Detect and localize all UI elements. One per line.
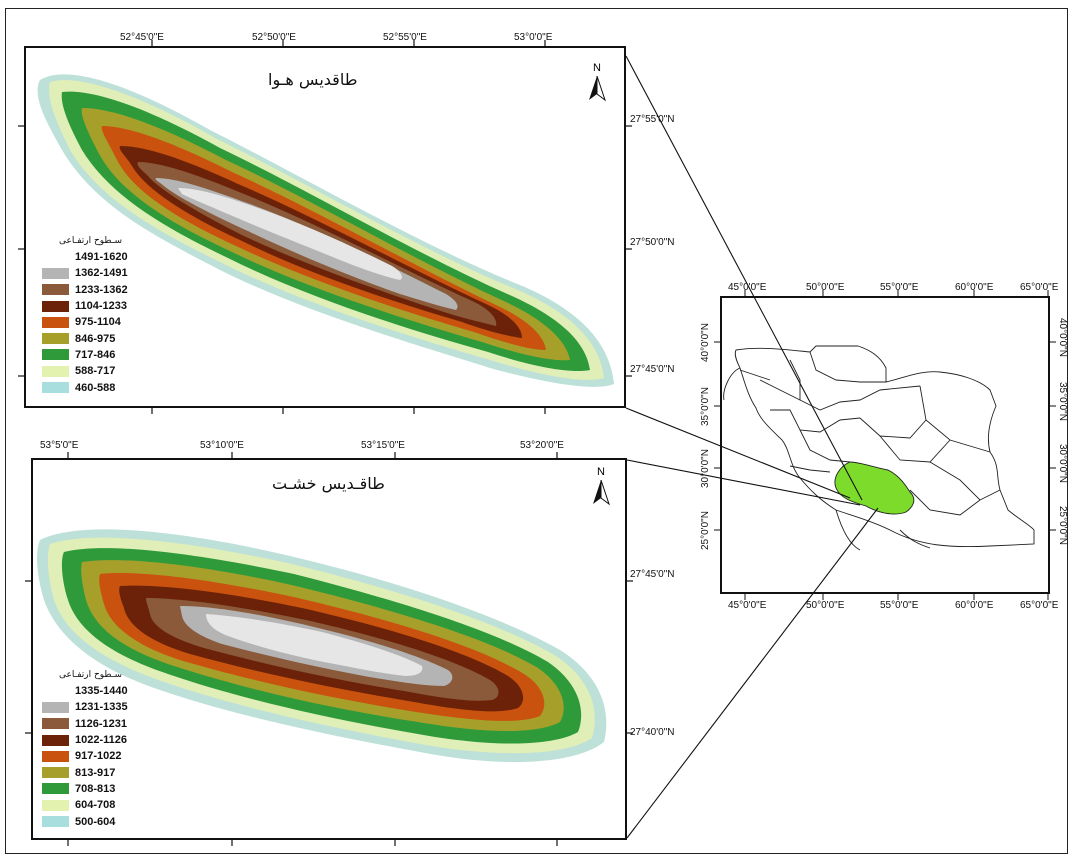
map2-lon-label: 53°5'0"E <box>40 440 79 451</box>
legend-swatch <box>42 816 69 828</box>
legend-swatch <box>42 333 69 345</box>
legend-item: 1126-1231 <box>42 716 128 732</box>
legend-label: 1362-1491 <box>75 267 128 280</box>
legend-label: 1335-1440 <box>75 685 128 698</box>
map1-lon-label: 52°45'0"E <box>120 32 164 43</box>
legend-swatch <box>42 701 69 713</box>
fars-province-highlight <box>834 461 915 515</box>
legend-label: 846-975 <box>75 332 116 345</box>
legend-item: 1335-1440 <box>42 683 128 699</box>
north-label: N <box>597 466 605 478</box>
map1-lat-label: 27°50'0"N <box>630 237 675 248</box>
legend-label: 708-813 <box>75 782 116 795</box>
legend-swatch <box>42 284 69 296</box>
map2-north-arrow: N <box>590 466 612 506</box>
overview-lon-label-bottom: 60°0'0"E <box>955 600 994 611</box>
legend-item: 813-917 <box>42 764 128 780</box>
legend-swatch <box>42 251 69 263</box>
north-arrow-icon <box>593 480 610 506</box>
legend-item: 1491-1620 <box>42 249 128 265</box>
overview-panel <box>720 296 1050 594</box>
map2-lat-label: 27°40'0"N <box>630 727 675 738</box>
overview-lon-label-bottom: 50°0'0"E <box>806 600 845 611</box>
legend-item: 1233-1362 <box>42 282 128 298</box>
legend-title: سـطوح ارتفـاعی <box>58 670 122 680</box>
legend-title: سـطوح ارتفـاعی <box>58 236 122 246</box>
legend-swatch <box>42 718 69 730</box>
legend-label: 1126-1231 <box>75 717 127 730</box>
legend-label: 588-717 <box>75 365 116 378</box>
legend-swatch <box>42 267 69 279</box>
legend-item: 588-717 <box>42 363 128 379</box>
overview-lon-label-top: 45°0'0"E <box>728 282 767 293</box>
legend-label: 460-588 <box>75 381 116 394</box>
legend-label: 917-1022 <box>75 750 122 763</box>
overview-lon-label-bottom: 55°0'0"E <box>880 600 919 611</box>
legend-item: 460-588 <box>42 379 128 395</box>
map1-relief <box>37 74 615 387</box>
legend-item: 717-846 <box>42 347 128 363</box>
map2-relief <box>37 529 607 763</box>
legend-swatch <box>42 750 69 762</box>
legend-item: 708-813 <box>42 781 128 797</box>
legend-item: 1231-1335 <box>42 699 128 715</box>
map1-lon-label: 53°0'0"E <box>514 32 553 43</box>
map2-lon-label: 53°10'0"E <box>200 440 244 451</box>
legend-label: 1491-1620 <box>75 251 128 264</box>
legend-swatch <box>42 300 69 312</box>
legend-label: 1231-1335 <box>75 701 128 714</box>
legend-swatch <box>42 783 69 795</box>
overview-lon-label-top: 50°0'0"E <box>806 282 845 293</box>
map1-north-arrow: N <box>586 62 608 102</box>
north-arrow-icon <box>589 76 606 102</box>
legend-swatch <box>42 382 69 394</box>
legend-item: 500-604 <box>42 813 128 829</box>
legend-item: 1362-1491 <box>42 265 128 281</box>
legend-swatch <box>42 767 69 779</box>
map1-title: طاقدیس هـوا <box>268 70 358 89</box>
map2-lat-label: 27°45'0"N <box>630 569 675 580</box>
legend-swatch <box>42 365 69 377</box>
map2-lon-label: 53°20'0"E <box>520 440 564 451</box>
legend-label: 1022-1126 <box>75 734 127 747</box>
legend-item: 1022-1126 <box>42 732 128 748</box>
overview-lon-label-top: 60°0'0"E <box>955 282 994 293</box>
map1-lat-label: 27°55'0"N <box>630 114 675 125</box>
map2-legend: سـطوح ارتفـاعی 1335-1440 1231-1335 1126-12… <box>42 670 128 830</box>
legend-swatch <box>42 799 69 811</box>
overview-lon-label-bottom: 45°0'0"E <box>728 600 767 611</box>
legend-swatch <box>42 349 69 361</box>
legend-label: 975-1104 <box>75 316 121 329</box>
north-label: N <box>593 62 601 74</box>
overview-lon-label-top: 65°0'0"E <box>1020 282 1059 293</box>
legend-item: 975-1104 <box>42 314 128 330</box>
legend-label: 500-604 <box>75 815 116 828</box>
legend-swatch <box>42 685 69 697</box>
overview-lon-label-bottom: 65°0'0"E <box>1020 600 1059 611</box>
legend-swatch <box>42 316 69 328</box>
legend-swatch <box>42 734 69 746</box>
map2-lon-label: 53°15'0"E <box>361 440 405 451</box>
legend-label: 717-846 <box>75 348 116 361</box>
connector-lines <box>625 55 879 839</box>
legend-item: 1104-1233 <box>42 298 128 314</box>
legend-label: 1233-1362 <box>75 283 128 296</box>
overview-map <box>723 345 1035 551</box>
map1-lon-label: 52°50'0"E <box>252 32 296 43</box>
legend-item: 846-975 <box>42 330 128 346</box>
legend-label: 1104-1233 <box>75 300 127 313</box>
map1-legend: سـطوح ارتفـاعی 1491-1620 1362-1491 1233-13… <box>42 236 128 396</box>
map1-lon-label: 52°55'0"E <box>383 32 427 43</box>
legend-item: 604-708 <box>42 797 128 813</box>
legend-item: 917-1022 <box>42 748 128 764</box>
map2-title: طاقـدیس خشـت <box>272 474 385 493</box>
figure-frame <box>5 8 1068 854</box>
map1-lat-label: 27°45'0"N <box>630 364 675 375</box>
legend-label: 813-917 <box>75 766 116 779</box>
overview-lon-label-top: 55°0'0"E <box>880 282 919 293</box>
legend-label: 604-708 <box>75 799 116 812</box>
